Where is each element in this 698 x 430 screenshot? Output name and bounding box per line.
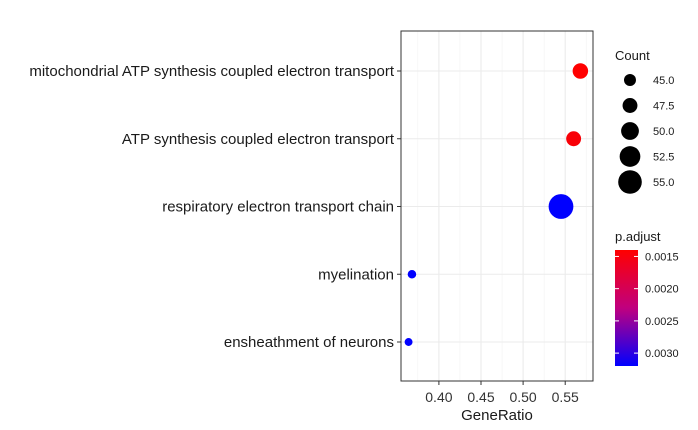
count-legend-label: 55.0 [653, 177, 674, 189]
count-legend-label: 52.5 [653, 152, 674, 164]
count-legend-dot [621, 122, 639, 140]
p-adjust-legend: p.adjust 0.0015 0.0020 0.0025 0.0030 [615, 229, 679, 366]
plot-panel [400, 30, 594, 382]
p-adjust-legend-title: p.adjust [615, 229, 661, 244]
data-points [404, 63, 589, 346]
data-point [572, 63, 589, 79]
x-axis-title: GeneRatio [461, 407, 533, 424]
count-legend-label: 47.5 [653, 101, 674, 113]
count-legend-label: 50.0 [653, 126, 674, 138]
data-point [548, 194, 574, 219]
x-tick-label: 0.40 [425, 389, 452, 405]
count-legend-label: 45.0 [653, 75, 674, 87]
category-label: respiratory electron transport chain [162, 199, 394, 216]
category-label: myelination [318, 266, 394, 283]
count-legend-dot [618, 170, 642, 194]
count-legend-title: Count [615, 48, 650, 63]
count-legend-dot [624, 74, 636, 86]
grid-lines [401, 31, 593, 381]
x-axis: 0.40 0.45 0.50 0.55 [425, 381, 579, 405]
colorbar-tick-label: 0.0015 [645, 251, 679, 263]
count-legend-dot [622, 98, 638, 113]
colorbar-tick-label: 0.0025 [645, 316, 679, 328]
count-legend-items: 45.0 47.5 50.0 52.5 55.0 [618, 74, 674, 194]
x-tick-label: 0.55 [552, 389, 579, 405]
data-point [566, 131, 582, 147]
p-adjust-colorbar [615, 250, 638, 366]
colorbar-tick-label: 0.0020 [645, 284, 679, 296]
category-label: mitochondrial ATP synthesis coupled elec… [29, 63, 394, 80]
data-point [404, 338, 413, 346]
count-legend-dot [619, 146, 641, 167]
count-legend: Count 45.0 47.5 50.0 52.5 55.0 [615, 48, 674, 194]
data-point [407, 269, 417, 279]
category-label: ATP synthesis coupled electron transport [122, 131, 395, 148]
colorbar-tick-label: 0.0030 [645, 348, 679, 360]
p-adjust-legend-ticks: 0.0015 0.0020 0.0025 0.0030 [615, 251, 679, 360]
category-label: ensheathment of neurons [224, 334, 394, 351]
x-tick-label: 0.45 [467, 389, 494, 405]
x-tick-label: 0.50 [509, 389, 536, 405]
y-axis: mitochondrial ATP synthesis coupled elec… [29, 63, 401, 351]
